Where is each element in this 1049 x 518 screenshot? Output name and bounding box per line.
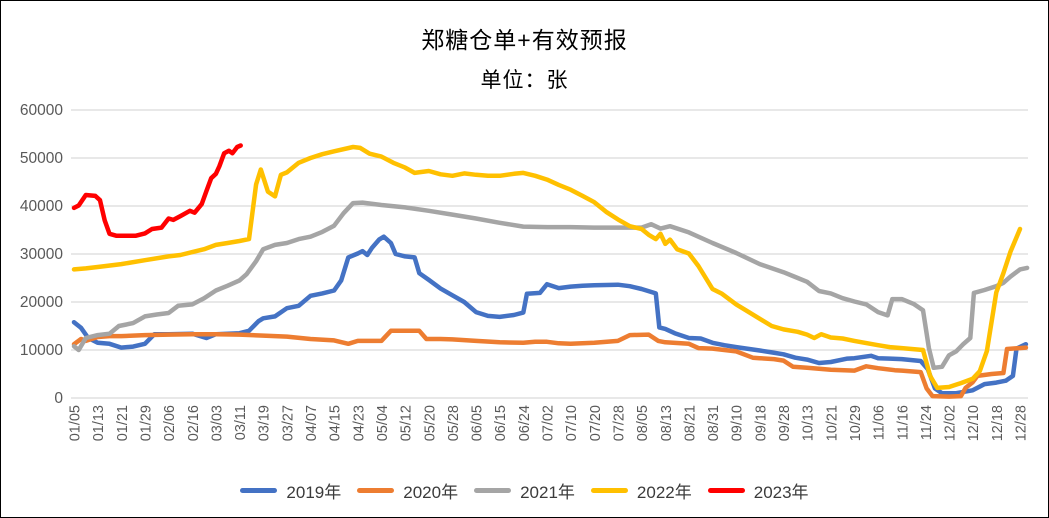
x-axis-label-09/10: 09/10 <box>730 405 746 441</box>
y-axis-label-30000: 30000 <box>20 246 63 263</box>
x-axis-label-10/13: 10/13 <box>801 405 817 441</box>
x-axis-label-05/12: 05/12 <box>399 405 415 441</box>
x-axis-label-02/06: 02/06 <box>162 405 178 441</box>
y-axis-label-10000: 10000 <box>20 342 63 359</box>
x-axis-label-08/13: 08/13 <box>659 405 675 441</box>
x-axis-label-05/04: 05/04 <box>375 405 391 441</box>
series-line-2020年 <box>71 328 1029 399</box>
x-axis-label-07/02: 07/02 <box>541 405 557 441</box>
series-line-2023年 <box>71 143 243 239</box>
x-axis-label-09/18: 09/18 <box>753 405 769 441</box>
legend-label: 2023年 <box>753 483 809 502</box>
x-axis-label-06/24: 06/24 <box>517 405 533 441</box>
x-axis-label-02/16: 02/16 <box>186 405 202 441</box>
x-axis-label-08/21: 08/21 <box>682 405 698 441</box>
x-axis-label-10/29: 10/29 <box>848 405 864 441</box>
series-line-2019年 <box>71 234 1029 396</box>
legend-item-2019年[interactable]: 2019年 <box>240 478 341 503</box>
legend-label: 2020年 <box>403 483 459 502</box>
legend-swatch-icon <box>590 488 628 493</box>
x-axis-label-04/07: 04/07 <box>304 405 320 441</box>
x-axis-label-04/23: 04/23 <box>351 405 367 441</box>
x-axis-label-03/11: 03/11 <box>233 405 249 440</box>
x-axis-label-01/29: 01/29 <box>138 405 154 441</box>
x-axis-label-12/18: 12/18 <box>990 405 1006 441</box>
x-axis-label-07/10: 07/10 <box>564 405 580 441</box>
x-axis-label-06/15: 06/15 <box>493 405 509 441</box>
y-axis-label-40000: 40000 <box>20 198 63 215</box>
legend-swatch-icon <box>240 488 278 493</box>
y-axis-label-20000: 20000 <box>20 294 63 311</box>
series-line-2021年 <box>71 200 1030 371</box>
x-axis-label-01/21: 01/21 <box>115 405 131 441</box>
legend-swatch-icon <box>707 488 745 493</box>
y-axis-label-50000: 50000 <box>20 150 63 167</box>
x-axis-label-03/03: 03/03 <box>209 405 225 441</box>
chart-title: 郑糖仓单+有效预报 <box>421 27 628 53</box>
x-axis-label-08/05: 08/05 <box>635 405 651 441</box>
x-axis-label-12/28: 12/28 <box>1014 405 1030 441</box>
legend-item-2023年[interactable]: 2023年 <box>707 478 809 503</box>
legend-swatch-icon <box>357 488 395 493</box>
legend-item-2021年[interactable]: 2021年 <box>474 478 575 503</box>
x-axis-label-10/21: 10/21 <box>824 405 840 441</box>
x-axis-label-12/02: 12/02 <box>943 405 959 441</box>
series-line-2022年 <box>71 144 1023 391</box>
x-axis-label-03/27: 03/27 <box>280 405 296 441</box>
chart-title-block: 郑糖仓单+有效预报 单位：张 <box>1 21 1048 94</box>
y-axis-label-0: 0 <box>54 390 63 407</box>
x-axis-label-05/28: 05/28 <box>446 405 462 441</box>
x-axis-label-08/31: 08/31 <box>706 405 722 441</box>
x-axis-label-11/24: 11/24 <box>919 405 935 440</box>
legend-label: 2021年 <box>520 483 575 502</box>
x-axis-label-07/28: 07/28 <box>611 405 627 441</box>
x-axis-label-11/06: 11/06 <box>872 405 888 440</box>
x-axis-label-07/20: 07/20 <box>588 405 604 441</box>
x-axis-label-05/20: 05/20 <box>422 405 438 441</box>
legend-swatch-icon <box>474 488 512 493</box>
x-axis-label-12/10: 12/10 <box>966 405 982 441</box>
legend-label: 2019年 <box>286 483 342 502</box>
x-axis-label-09/28: 09/28 <box>777 405 793 441</box>
x-axis-label-06/05: 06/05 <box>470 405 486 441</box>
legend-item-2022年[interactable]: 2022年 <box>590 478 692 503</box>
legend-label: 2022年 <box>636 483 692 502</box>
x-axis-label-11/16: 11/16 <box>895 405 911 440</box>
legend-item-2020年[interactable]: 2020年 <box>357 478 458 503</box>
y-axis-label-60000: 60000 <box>20 102 63 119</box>
x-axis-label-03/19: 03/19 <box>257 405 273 441</box>
x-axis-label-01/13: 01/13 <box>91 405 107 441</box>
chart-legend: 2019年 2020年 2021年 2022年 2023年 <box>1 478 1048 503</box>
chart-subtitle: 单位：张 <box>480 69 569 92</box>
x-axis-label-01/05: 01/05 <box>68 405 84 441</box>
x-axis-label-04/15: 04/15 <box>328 405 344 441</box>
